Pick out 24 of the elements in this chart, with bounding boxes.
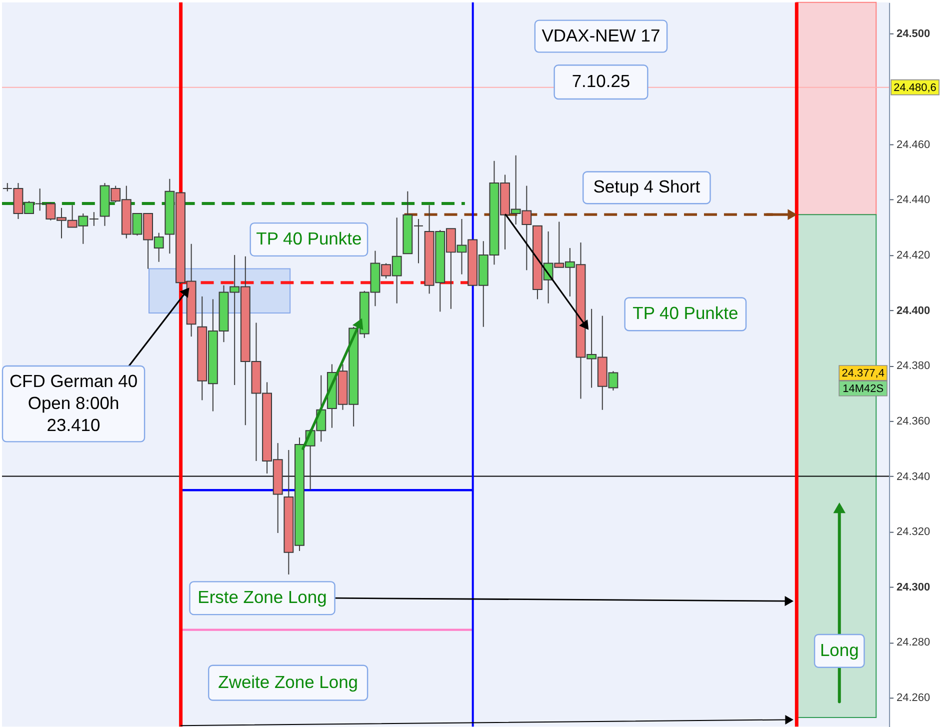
ref-line-label: 24.480,6 [894, 82, 936, 94]
y-tick-label: 24.440 [896, 194, 930, 206]
annotation: Erste Zone Long [198, 587, 327, 608]
annotation: TP 40 Punkte [632, 303, 738, 324]
band-label: Long [820, 640, 859, 660]
y-tick-label: 24.460 [896, 138, 930, 151]
annotation: 24.377,4 [842, 367, 884, 380]
annotation: CFD German 40 Open 8:00h 23.410 [9, 370, 138, 435]
annotation: TP 40 Punkte [256, 228, 362, 248]
ref-line-label: Setup 4 Short [593, 176, 700, 197]
annotation: VDAX-NEW 17 [542, 25, 660, 46]
y-tick-label: 24.500 [896, 28, 930, 40]
y-tick-label: 24.340 [896, 470, 930, 483]
y-tick-label: 24.320 [896, 526, 930, 538]
y-tick-label: 24.420 [896, 249, 930, 262]
annotation: 7.10.25 [572, 71, 630, 92]
y-tick-label: 24.260 [896, 692, 930, 704]
ref-line-label: Zweite Zone Long [218, 672, 358, 692]
y-tick-label: 24.280 [896, 636, 930, 649]
annotation: 14M42S [842, 382, 884, 395]
y-tick-label: 24.400 [896, 304, 930, 317]
y-tick-label: 24.380 [896, 360, 930, 372]
y-tick-label: 24.300 [896, 581, 930, 594]
y-tick-label: 24.360 [896, 415, 930, 428]
